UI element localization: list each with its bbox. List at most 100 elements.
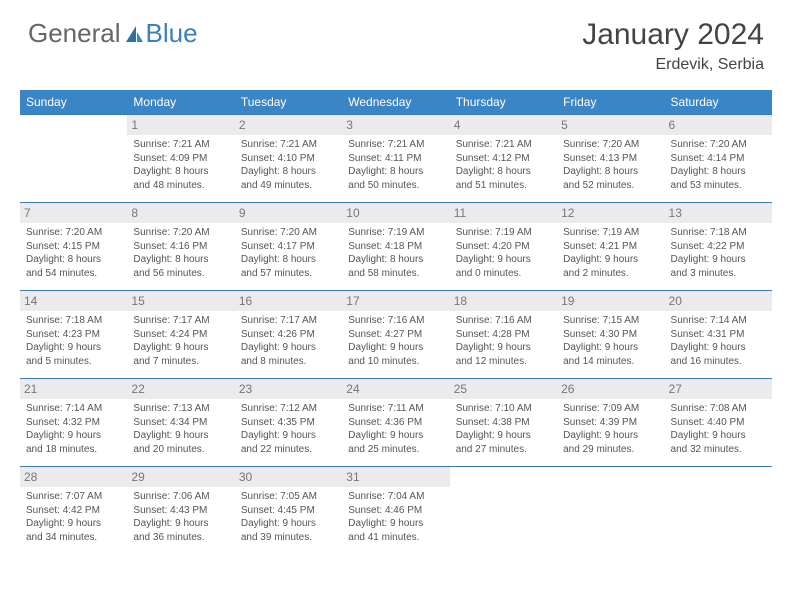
- calendar-day-cell: [20, 115, 127, 203]
- daylight-text: and 29 minutes.: [563, 443, 658, 457]
- day-number: 31: [342, 467, 449, 487]
- daylight-text: and 52 minutes.: [563, 179, 658, 193]
- sunrise-text: Sunrise: 7:19 AM: [348, 226, 443, 240]
- day-number: 9: [235, 203, 342, 223]
- daylight-text: and 54 minutes.: [26, 267, 121, 281]
- sunset-text: Sunset: 4:24 PM: [133, 328, 228, 342]
- daylight-text: Daylight: 9 hours: [348, 341, 443, 355]
- daylight-text: Daylight: 9 hours: [671, 341, 766, 355]
- sunrise-text: Sunrise: 7:06 AM: [133, 490, 228, 504]
- daylight-text: Daylight: 9 hours: [133, 429, 228, 443]
- sunset-text: Sunset: 4:26 PM: [241, 328, 336, 342]
- day-number: 11: [450, 203, 557, 223]
- sunset-text: Sunset: 4:20 PM: [456, 240, 551, 254]
- day-number: 4: [450, 115, 557, 135]
- sunrise-text: Sunrise: 7:17 AM: [241, 314, 336, 328]
- daylight-text: Daylight: 9 hours: [133, 517, 228, 531]
- daylight-text: Daylight: 8 hours: [26, 253, 121, 267]
- sunset-text: Sunset: 4:36 PM: [348, 416, 443, 430]
- daylight-text: and 8 minutes.: [241, 355, 336, 369]
- calendar-day-cell: 29Sunrise: 7:06 AMSunset: 4:43 PMDayligh…: [127, 467, 234, 555]
- daylight-text: and 10 minutes.: [348, 355, 443, 369]
- calendar-table: SundayMondayTuesdayWednesdayThursdayFrid…: [20, 90, 772, 555]
- sunrise-text: Sunrise: 7:14 AM: [671, 314, 766, 328]
- day-number: 25: [450, 379, 557, 399]
- daylight-text: Daylight: 9 hours: [26, 341, 121, 355]
- daylight-text: Daylight: 8 hours: [133, 165, 228, 179]
- sunrise-text: Sunrise: 7:12 AM: [241, 402, 336, 416]
- sunset-text: Sunset: 4:17 PM: [241, 240, 336, 254]
- page-header: General Blue January 2024 Erdevik, Serbi…: [0, 0, 792, 82]
- calendar-day-cell: 13Sunrise: 7:18 AMSunset: 4:22 PMDayligh…: [665, 203, 772, 291]
- day-number: 17: [342, 291, 449, 311]
- sunset-text: Sunset: 4:21 PM: [563, 240, 658, 254]
- calendar-day-cell: 12Sunrise: 7:19 AMSunset: 4:21 PMDayligh…: [557, 203, 664, 291]
- calendar-day-cell: 9Sunrise: 7:20 AMSunset: 4:17 PMDaylight…: [235, 203, 342, 291]
- sunrise-text: Sunrise: 7:16 AM: [348, 314, 443, 328]
- daylight-text: Daylight: 8 hours: [348, 253, 443, 267]
- day-number: 15: [127, 291, 234, 311]
- day-number: 24: [342, 379, 449, 399]
- daylight-text: and 12 minutes.: [456, 355, 551, 369]
- sunrise-text: Sunrise: 7:21 AM: [456, 138, 551, 152]
- sunset-text: Sunset: 4:22 PM: [671, 240, 766, 254]
- day-number: 30: [235, 467, 342, 487]
- sunrise-text: Sunrise: 7:20 AM: [26, 226, 121, 240]
- weekday-header: Friday: [557, 90, 664, 115]
- daylight-text: and 16 minutes.: [671, 355, 766, 369]
- calendar-week-row: 21Sunrise: 7:14 AMSunset: 4:32 PMDayligh…: [20, 379, 772, 467]
- calendar-day-cell: 19Sunrise: 7:15 AMSunset: 4:30 PMDayligh…: [557, 291, 664, 379]
- sunrise-text: Sunrise: 7:07 AM: [26, 490, 121, 504]
- day-number: 22: [127, 379, 234, 399]
- sunrise-text: Sunrise: 7:18 AM: [26, 314, 121, 328]
- calendar-day-cell: 8Sunrise: 7:20 AMSunset: 4:16 PMDaylight…: [127, 203, 234, 291]
- day-number: 19: [557, 291, 664, 311]
- sunset-text: Sunset: 4:18 PM: [348, 240, 443, 254]
- sunset-text: Sunset: 4:46 PM: [348, 504, 443, 518]
- sunrise-text: Sunrise: 7:10 AM: [456, 402, 551, 416]
- weekday-header: Saturday: [665, 90, 772, 115]
- sunset-text: Sunset: 4:40 PM: [671, 416, 766, 430]
- calendar-day-cell: 5Sunrise: 7:20 AMSunset: 4:13 PMDaylight…: [557, 115, 664, 203]
- sunrise-text: Sunrise: 7:20 AM: [133, 226, 228, 240]
- day-number: 23: [235, 379, 342, 399]
- sunrise-text: Sunrise: 7:18 AM: [671, 226, 766, 240]
- daylight-text: and 53 minutes.: [671, 179, 766, 193]
- sunset-text: Sunset: 4:27 PM: [348, 328, 443, 342]
- sunrise-text: Sunrise: 7:05 AM: [241, 490, 336, 504]
- day-number: 29: [127, 467, 234, 487]
- daylight-text: and 41 minutes.: [348, 531, 443, 545]
- logo-text-1: General: [28, 18, 121, 49]
- sunset-text: Sunset: 4:31 PM: [671, 328, 766, 342]
- day-number: 2: [235, 115, 342, 135]
- day-number: 20: [665, 291, 772, 311]
- sunset-text: Sunset: 4:09 PM: [133, 152, 228, 166]
- calendar-day-cell: 31Sunrise: 7:04 AMSunset: 4:46 PMDayligh…: [342, 467, 449, 555]
- daylight-text: Daylight: 9 hours: [456, 341, 551, 355]
- daylight-text: and 20 minutes.: [133, 443, 228, 457]
- sunrise-text: Sunrise: 7:19 AM: [456, 226, 551, 240]
- calendar-day-cell: 1Sunrise: 7:21 AMSunset: 4:09 PMDaylight…: [127, 115, 234, 203]
- day-number: 3: [342, 115, 449, 135]
- daylight-text: Daylight: 9 hours: [456, 429, 551, 443]
- day-number: 28: [20, 467, 127, 487]
- daylight-text: and 0 minutes.: [456, 267, 551, 281]
- sunrise-text: Sunrise: 7:15 AM: [563, 314, 658, 328]
- daylight-text: and 39 minutes.: [241, 531, 336, 545]
- daylight-text: Daylight: 8 hours: [241, 165, 336, 179]
- daylight-text: Daylight: 8 hours: [563, 165, 658, 179]
- day-number: 10: [342, 203, 449, 223]
- daylight-text: Daylight: 8 hours: [671, 165, 766, 179]
- sunset-text: Sunset: 4:38 PM: [456, 416, 551, 430]
- day-number: 8: [127, 203, 234, 223]
- daylight-text: and 2 minutes.: [563, 267, 658, 281]
- calendar-day-cell: 27Sunrise: 7:08 AMSunset: 4:40 PMDayligh…: [665, 379, 772, 467]
- day-number: 16: [235, 291, 342, 311]
- title-block: January 2024 Erdevik, Serbia: [582, 18, 764, 74]
- calendar-day-cell: [665, 467, 772, 555]
- daylight-text: and 3 minutes.: [671, 267, 766, 281]
- sunset-text: Sunset: 4:32 PM: [26, 416, 121, 430]
- calendar-day-cell: 11Sunrise: 7:19 AMSunset: 4:20 PMDayligh…: [450, 203, 557, 291]
- daylight-text: and 27 minutes.: [456, 443, 551, 457]
- weekday-header: Thursday: [450, 90, 557, 115]
